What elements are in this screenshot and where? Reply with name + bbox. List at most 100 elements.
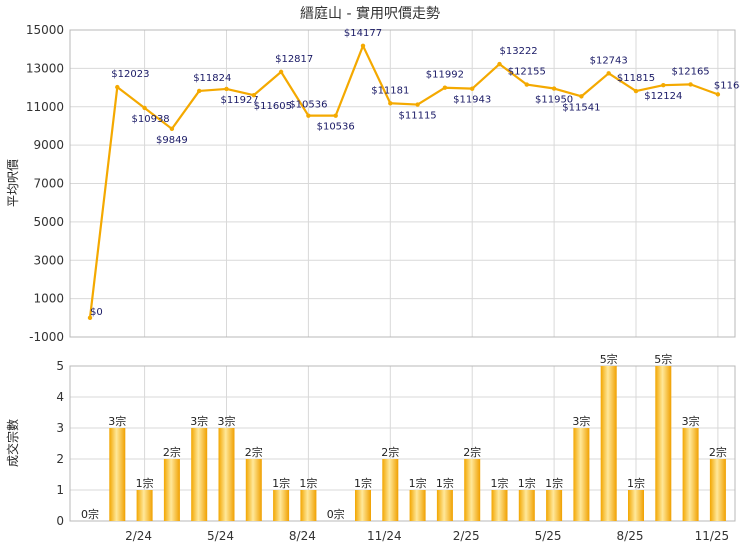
bar-label: 2宗 <box>709 445 727 459</box>
bar <box>709 459 726 521</box>
bar-chart-y-axis-label: 成交宗數 <box>5 419 20 467</box>
line-point <box>142 105 147 111</box>
line-point-label: $11645 <box>714 80 740 91</box>
bar-label: 1宗 <box>491 476 509 490</box>
line-point-label: $12817 <box>275 54 313 65</box>
bar-label: 3宗 <box>218 414 236 428</box>
line-point <box>360 43 366 48</box>
line-point-label: $11927 <box>221 95 259 106</box>
bar-label: 1宗 <box>299 476 317 490</box>
line-point <box>115 84 120 90</box>
bar-chart-y-tick-label: 3 <box>56 421 64 435</box>
bar <box>109 428 126 521</box>
bar <box>382 459 399 521</box>
bar-label: 2宗 <box>463 445 481 459</box>
bar-chart-y-tick-label: 0 <box>56 514 64 528</box>
x-tick-label: 5/25 <box>535 529 562 543</box>
line-chart-y-tick-label: 5000 <box>33 215 64 229</box>
bar-label: 1宗 <box>627 476 645 490</box>
line-point <box>497 61 502 67</box>
line-point-label: $12023 <box>111 69 149 80</box>
bar <box>655 366 672 521</box>
line-chart-y-tick-label: 15000 <box>26 23 64 37</box>
bar-label: 3宗 <box>108 414 126 428</box>
line-point-label: $11815 <box>617 73 655 84</box>
bar-label: 1宗 <box>436 476 454 490</box>
line-chart-y-tick-label: 11000 <box>26 100 64 114</box>
bar-chart-frame <box>69 365 736 522</box>
bar <box>600 366 617 521</box>
bar <box>409 490 426 521</box>
line-chart-y-tick-label: 3000 <box>33 253 64 267</box>
line-point <box>415 102 420 107</box>
line-chart-y-tick-label: 7000 <box>33 177 64 191</box>
line-point-label: $11181 <box>371 85 409 96</box>
bar <box>273 490 290 521</box>
bar-chart-y-tick-label: 5 <box>56 359 64 373</box>
bar-label: 5宗 <box>654 352 672 366</box>
bar-label: 1宗 <box>409 476 427 490</box>
bar-label: 3宗 <box>572 414 590 428</box>
line-point-label: $12155 <box>508 67 546 78</box>
bar-label: 5宗 <box>600 352 618 366</box>
line-point <box>579 94 584 99</box>
line-point-label: $12124 <box>644 91 682 102</box>
line-point-label: $14177 <box>344 28 382 39</box>
line-point-label: $11943 <box>453 95 491 106</box>
line-point-label: $11950 <box>535 95 573 106</box>
bar <box>491 490 508 521</box>
line-chart-y-tick-label: 1000 <box>33 292 64 306</box>
line-point <box>333 113 338 118</box>
bar-label: 1宗 <box>354 476 372 490</box>
line-chart-y-axis-label: 平均呎價 <box>6 159 20 207</box>
line-point <box>470 86 475 91</box>
bar-label: 1宗 <box>136 476 154 490</box>
x-tick-label: 8/24 <box>289 529 316 543</box>
x-tick-label: 2/25 <box>453 529 480 543</box>
line-point <box>251 92 256 98</box>
line-point-label: $11605 <box>254 101 292 112</box>
line-point <box>306 113 311 118</box>
bar <box>136 490 153 521</box>
line-chart-y-tick-label: 13000 <box>26 61 64 75</box>
line-point <box>224 86 229 92</box>
line-point <box>688 82 693 87</box>
line-point <box>388 101 393 106</box>
line-point-label: $12165 <box>672 66 710 77</box>
bar <box>191 428 208 521</box>
line-chart-frame <box>69 29 736 338</box>
bar-label: 2宗 <box>163 445 181 459</box>
bar <box>464 459 481 521</box>
bar-label: 3宗 <box>682 414 700 428</box>
bar-label: 1宗 <box>518 476 536 490</box>
line-point <box>197 88 202 94</box>
bar <box>245 459 262 521</box>
bar <box>300 490 317 521</box>
bar-label: 0宗 <box>327 507 345 521</box>
line-chart-y-tick-label: 9000 <box>33 138 64 152</box>
bar <box>218 428 235 521</box>
line-point <box>661 82 666 88</box>
x-tick-label: 8/25 <box>617 529 644 543</box>
line-point-label: $11824 <box>193 73 231 84</box>
chart-title: 縉庭山 - 實用呎價走勢 <box>300 5 440 22</box>
bar <box>163 459 180 521</box>
bar-label: 1宗 <box>272 476 290 490</box>
line-point-label: $11541 <box>562 102 600 113</box>
bar-label: 3宗 <box>190 414 208 428</box>
bar-chart-y-tick-label: 1 <box>56 483 64 497</box>
line-point <box>715 92 721 97</box>
line-point-label: $12743 <box>590 55 628 66</box>
line-point-label: $10536 <box>289 100 327 111</box>
bar-label: 0宗 <box>81 507 99 521</box>
bar <box>573 428 590 521</box>
bar-label: 2宗 <box>245 445 263 459</box>
bar <box>436 490 453 521</box>
line-point-label: $10536 <box>317 122 355 133</box>
line-point-label: $11115 <box>399 111 437 122</box>
bar-label: 1宗 <box>545 476 563 490</box>
bar-chart-y-tick-label: 4 <box>56 390 64 404</box>
line-chart-y-tick-label: -1000 <box>29 330 64 344</box>
